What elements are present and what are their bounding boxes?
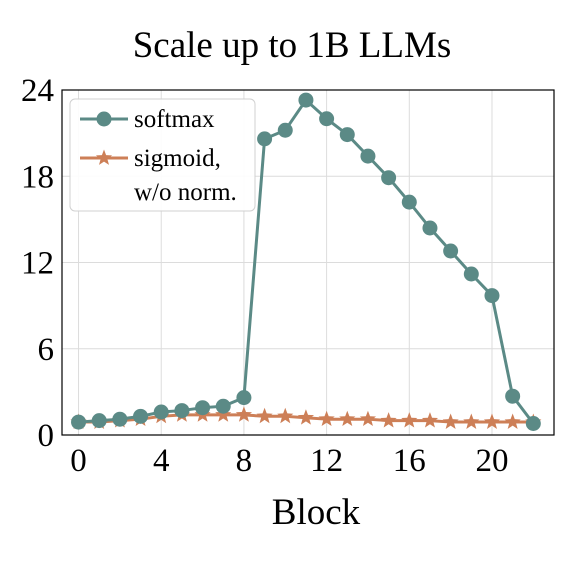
legend: softmax sigmoid, w/o norm. — [69, 98, 256, 212]
data-point — [339, 127, 355, 143]
data-point — [421, 412, 439, 428]
data-point — [525, 416, 541, 431]
series-softmax — [71, 92, 541, 431]
y-tick-labels: 0 6 12 18 24 — [21, 73, 54, 454]
legend-label-sigmoid-line2: w/o norm. — [134, 179, 237, 206]
x-tick-label: 4 — [153, 443, 170, 479]
plot-frame — [61, 89, 555, 436]
data-point — [257, 131, 273, 147]
data-point — [153, 404, 169, 420]
data-point — [297, 409, 315, 425]
data-point — [484, 288, 500, 304]
data-point — [277, 122, 293, 138]
data-point — [443, 243, 459, 259]
plot-series — [70, 92, 542, 431]
data-point — [360, 148, 376, 164]
x-tick-label: 0 — [70, 443, 87, 479]
data-point — [235, 406, 252, 422]
legend-label-softmax: softmax — [134, 106, 215, 133]
chart-title: Scale up to 1B LLMs — [133, 25, 452, 66]
y-tick-label: 12 — [21, 246, 54, 282]
y-tick-label: 18 — [21, 159, 54, 195]
data-point — [133, 408, 149, 424]
data-point — [381, 170, 397, 186]
data-point — [91, 413, 107, 429]
data-point — [442, 413, 459, 429]
x-tick-label: 20 — [475, 443, 508, 479]
x-tick-label: 12 — [310, 443, 343, 479]
x-tick-label: 16 — [393, 443, 426, 479]
data-point — [463, 266, 479, 282]
x-axis-label: Block — [272, 492, 361, 533]
legend-marker-softmax — [96, 111, 112, 127]
data-point — [277, 407, 294, 424]
data-point — [483, 413, 501, 429]
data-point — [505, 388, 521, 404]
data-point — [380, 412, 397, 428]
data-point — [112, 411, 128, 427]
data-point — [504, 413, 521, 429]
x-tick-label: 8 — [236, 443, 253, 479]
data-point — [215, 398, 231, 414]
data-point — [319, 111, 335, 127]
data-point — [71, 414, 87, 430]
y-tick-label: 6 — [38, 332, 55, 368]
data-point — [236, 390, 252, 406]
data-point — [256, 407, 273, 424]
data-point — [318, 410, 335, 427]
data-point — [195, 400, 211, 416]
x-tick-labels: 0 4 8 12 16 20 — [70, 443, 508, 479]
data-point — [359, 410, 377, 427]
legend-label-sigmoid-line1: sigmoid, — [134, 145, 221, 172]
data-point — [401, 194, 417, 210]
data-point — [401, 412, 418, 428]
legend-marker-sigmoid — [95, 149, 113, 165]
data-point — [463, 413, 480, 429]
data-point — [298, 92, 314, 108]
data-point — [422, 220, 438, 236]
data-point — [215, 406, 232, 422]
y-tick-label: 24 — [21, 73, 54, 109]
legend-box — [69, 98, 256, 212]
data-point — [174, 403, 190, 419]
data-point — [339, 410, 356, 427]
y-tick-label: 0 — [38, 418, 55, 454]
